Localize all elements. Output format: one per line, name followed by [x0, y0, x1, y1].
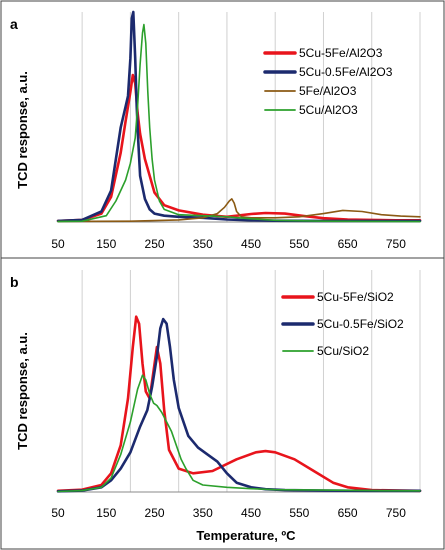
- x-tick-label-250: 250: [145, 237, 165, 251]
- x-tick-label-450: 450: [241, 237, 261, 251]
- panel-b: b TCD response, a.u. 50 150 250 350 450 550 65…: [10, 270, 422, 543]
- panel-a-tick-labels: 50 150 250 350 450 550 650 750: [51, 237, 406, 251]
- x-tick-label-350: 350: [193, 237, 213, 251]
- legend-label-0: 5Cu-5Fe/SiO2: [317, 290, 394, 304]
- panel-a-y-axis-label: TCD response, a.u.: [15, 71, 30, 189]
- series-line-5cu-5fe-al2o3: [56, 73, 422, 223]
- legend-label-1: 5Cu-0.5Fe/SiO2: [317, 317, 404, 331]
- x-tick-label-550: 550: [289, 237, 309, 251]
- legend-label-2: 5Fe/Al2O3: [299, 84, 357, 98]
- panel-b-y-axis-label: TCD response, a.u.: [15, 332, 30, 450]
- panel-a: a TCD response, a.u. 50 150 250 350 450 550 65…: [10, 10, 422, 251]
- series-line-5fe-al2o3: [57, 198, 421, 223]
- x-tick-label-150: 150: [96, 506, 116, 520]
- series-line-5cu-0-5fe-al2o3: [56, 10, 422, 223]
- x-tick-label-650: 650: [338, 506, 358, 520]
- panel-b-series: [56, 315, 422, 493]
- panel-b-x-axis-label: Temperature, ºC: [196, 528, 296, 543]
- series-line-5cu-sio2: [57, 374, 421, 493]
- panel-b-label: b: [10, 274, 19, 290]
- legend-label-2: 5Cu/SiO2: [317, 344, 369, 358]
- legend-label-0: 5Cu-5Fe/Al2O3: [299, 46, 383, 60]
- x-tick-label-650: 650: [338, 237, 358, 251]
- panel-a-legend: 5Cu-5Fe/Al2O3 5Cu-0.5Fe/Al2O3 5Fe/Al2O3 5Cu…: [263, 46, 393, 117]
- legend-label-1: 5Cu-0.5Fe/Al2O3: [299, 65, 393, 79]
- panel-b-legend: 5Cu-5Fe/SiO2 5Cu-0.5Fe/SiO2 5Cu/SiO2: [281, 290, 404, 358]
- panel-b-tick-labels: 50 150 250 350 450 550 650 750: [51, 506, 406, 520]
- series-line-5cu-al2o3: [57, 23, 421, 223]
- x-tick-label-550: 550: [289, 506, 309, 520]
- x-tick-label-450: 450: [241, 506, 261, 520]
- x-tick-label-350: 350: [193, 506, 213, 520]
- x-tick-label-250: 250: [145, 506, 165, 520]
- x-tick-label-150: 150: [96, 237, 116, 251]
- legend-label-3: 5Cu/Al2O3: [299, 103, 358, 117]
- x-tick-label-750: 750: [386, 506, 406, 520]
- x-tick-label-50: 50: [51, 506, 65, 520]
- x-tick-label-750: 750: [386, 237, 406, 251]
- x-tick-label-50: 50: [51, 237, 65, 251]
- series-line-5cu-5fe-sio2: [56, 315, 422, 493]
- panel-a-label: a: [10, 16, 18, 32]
- panel-a-series: [56, 10, 422, 223]
